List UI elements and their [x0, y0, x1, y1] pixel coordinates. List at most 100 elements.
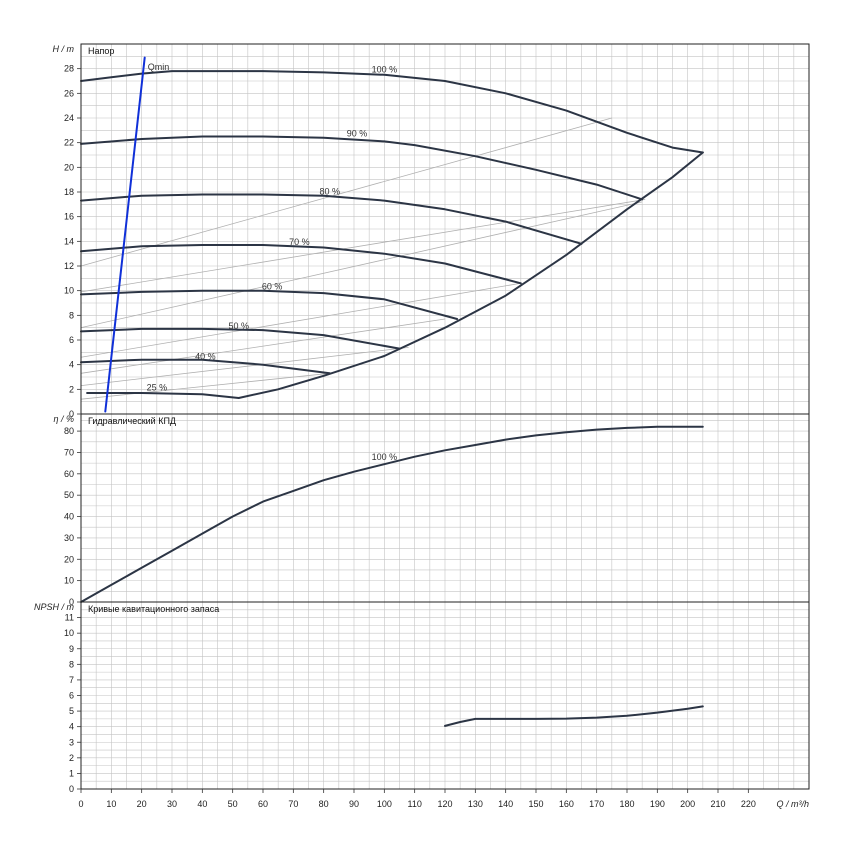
x-tick-label: 100	[377, 799, 392, 809]
guide-line	[80, 318, 446, 374]
y-tick-label: 22	[64, 138, 74, 148]
guide-line	[80, 282, 521, 358]
y-tick-label: 3	[69, 737, 74, 747]
curve-line	[80, 244, 522, 285]
curve-label: 70 %	[289, 237, 310, 247]
y-tick-label: 50	[64, 490, 74, 500]
y-tick-label: 0	[69, 409, 74, 419]
curve-line	[80, 289, 459, 320]
curve-label: 50 %	[228, 321, 249, 331]
y-tick-label: 60	[64, 469, 74, 479]
panel-title: Напор	[88, 46, 114, 56]
x-axis-title: Q / m³/h	[776, 799, 809, 809]
y-tick-label: 70	[64, 447, 74, 457]
tick-labels: 0246810121416182022242628010203040506070…	[64, 64, 756, 809]
guide-line	[80, 199, 646, 293]
curve-label: 80 %	[319, 186, 340, 196]
y-tick-label: 30	[64, 533, 74, 543]
y-tick-label: 8	[69, 659, 74, 669]
x-tick-label: 210	[710, 799, 725, 809]
y-tick-label: 1	[69, 768, 74, 778]
y-tick-label: 10	[64, 286, 74, 296]
curve-label: 40 %	[195, 352, 216, 362]
curves	[80, 56, 704, 727]
curve-label: 90 %	[347, 129, 368, 139]
y-tick-label: 18	[64, 187, 74, 197]
curve-label: 25 %	[147, 383, 168, 393]
y-tick-label: 10	[64, 576, 74, 586]
curve-line	[80, 193, 583, 245]
y-tick-label: 26	[64, 88, 74, 98]
y-tick-label: 16	[64, 212, 74, 222]
x-tick-label: 190	[650, 799, 665, 809]
y-axis-title: NPSH / m	[34, 602, 75, 612]
qmin-line	[104, 56, 146, 413]
x-tick-label: 140	[498, 799, 513, 809]
curve-labels: Qmin 100 % 90 % 80 % 70 % 60 % 50 % 40 % 25 % 100…	[147, 62, 398, 462]
panel-title: Гидравлический КПД	[88, 416, 176, 426]
y-tick-label: 2	[69, 384, 74, 394]
x-tick-label: 160	[559, 799, 574, 809]
x-tick-label: 110	[407, 799, 421, 809]
guide-line	[80, 347, 409, 387]
curve-line	[444, 705, 704, 727]
y-tick-label: 24	[64, 113, 74, 123]
x-tick-label: 150	[528, 799, 543, 809]
x-tick-label: 180	[619, 799, 634, 809]
y-axis-title: H / m	[53, 44, 75, 54]
guide-lines	[80, 117, 646, 400]
y-tick-label: 10	[64, 628, 74, 638]
y-tick-label: 20	[64, 554, 74, 564]
curve-label: 60 %	[262, 281, 283, 291]
x-tick-label: 90	[349, 799, 359, 809]
x-tick-label: 60	[258, 799, 268, 809]
curve-label: 100 %	[372, 64, 398, 74]
x-tick-label: 50	[228, 799, 238, 809]
y-tick-label: 14	[64, 236, 74, 246]
panel-title: Кривые кавитационного запаса	[88, 604, 219, 614]
guide-line	[80, 372, 330, 400]
panel-titles: H / m Напор η / % Гидравлический КПД NPSH / …	[34, 44, 809, 809]
y-tick-label: 8	[69, 310, 74, 320]
x-tick-label: 20	[137, 799, 147, 809]
curve-line	[237, 151, 704, 399]
curve-line	[80, 425, 704, 603]
curve-label: 100 %	[372, 452, 398, 462]
y-tick-label: 9	[69, 644, 74, 654]
y-tick-label: 0	[69, 597, 74, 607]
x-tick-label: 10	[106, 799, 116, 809]
y-tick-label: 80	[64, 426, 74, 436]
curve-line	[80, 327, 401, 350]
y-tick-label: 5	[69, 706, 74, 716]
x-tick-label: 120	[437, 799, 452, 809]
x-tick-label: 40	[197, 799, 207, 809]
curve-line	[86, 392, 240, 399]
curve-line	[80, 70, 704, 154]
guide-line	[80, 117, 612, 267]
x-tick-label: 220	[741, 799, 756, 809]
y-tick-label: 28	[64, 64, 74, 74]
x-tick-label: 200	[680, 799, 695, 809]
curve-label: Qmin	[148, 62, 170, 72]
x-tick-label: 70	[288, 799, 298, 809]
x-tick-label: 170	[589, 799, 604, 809]
y-axis-title: η / %	[53, 414, 74, 424]
x-tick-label: 130	[468, 799, 483, 809]
y-tick-label: 12	[64, 261, 74, 271]
x-tick-label: 80	[319, 799, 329, 809]
y-tick-label: 20	[64, 162, 74, 172]
y-tick-label: 4	[69, 722, 74, 732]
y-tick-label: 11	[65, 613, 74, 623]
y-tick-label: 0	[69, 784, 74, 794]
x-tick-label: 0	[78, 799, 83, 809]
curve-line	[80, 358, 331, 375]
y-tick-label: 40	[64, 512, 74, 522]
y-tick-label: 4	[69, 360, 74, 370]
y-tick-label: 6	[69, 335, 74, 345]
y-tick-label: 6	[69, 691, 74, 701]
y-tick-label: 2	[69, 753, 74, 763]
y-tick-label: 7	[69, 675, 74, 685]
guide-line	[80, 201, 643, 329]
curve-line	[80, 135, 644, 201]
